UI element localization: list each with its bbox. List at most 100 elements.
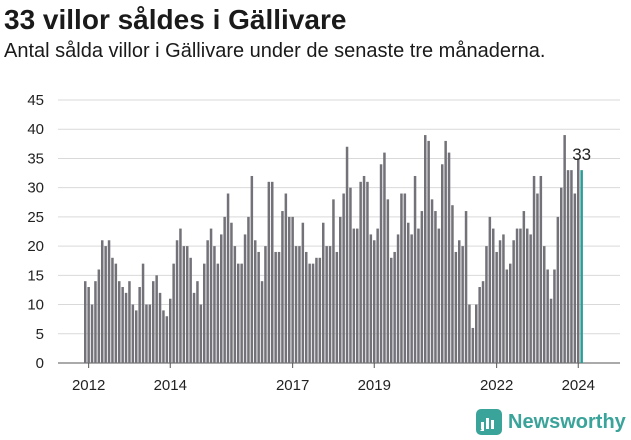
- bar: [162, 310, 165, 363]
- y-tick-label: 40: [27, 121, 44, 138]
- bar: [145, 304, 148, 363]
- bar: [308, 263, 311, 363]
- bar: [373, 240, 376, 363]
- bar: [563, 135, 566, 363]
- bar: [430, 199, 434, 363]
- bar: [573, 193, 577, 363]
- bar: [512, 240, 515, 363]
- bar: [94, 281, 97, 363]
- bar: [441, 164, 444, 363]
- bar: [570, 170, 573, 363]
- bar: [488, 216, 492, 363]
- bar: [199, 304, 203, 363]
- bar: [121, 287, 124, 363]
- bar: [464, 211, 468, 363]
- bar: [155, 275, 158, 363]
- bar: [257, 251, 260, 363]
- bar: [135, 310, 138, 363]
- bar: [339, 216, 342, 363]
- bar: [437, 228, 441, 363]
- bar: [529, 234, 532, 363]
- y-tick-label: 20: [27, 238, 44, 255]
- bar: [206, 240, 209, 363]
- bar: [186, 246, 189, 363]
- bar: [549, 298, 553, 363]
- last-value-label: 33: [572, 145, 591, 164]
- bar: [267, 181, 271, 363]
- bar: [87, 287, 90, 363]
- bar: [522, 211, 526, 363]
- bar: [509, 263, 512, 363]
- bar: [505, 269, 509, 363]
- y-tick-label: 45: [27, 92, 44, 109]
- bar: [349, 187, 352, 363]
- bar: [254, 240, 257, 363]
- bar: [553, 269, 556, 363]
- x-tick-label: 2019: [358, 377, 391, 394]
- bar: [84, 281, 87, 363]
- chart-title: 33 villor såldes i Gällivare: [4, 4, 347, 35]
- newsworthy-logo-text: Newsworthy: [508, 410, 626, 433]
- y-tick-label: 10: [27, 297, 44, 314]
- bar: [318, 257, 322, 363]
- bar: [311, 263, 315, 363]
- bar: [175, 240, 179, 363]
- bar: [502, 234, 505, 363]
- bar: [131, 304, 135, 363]
- bar: [97, 269, 101, 363]
- bar: [226, 193, 230, 363]
- bar: [458, 240, 461, 363]
- bar: [386, 199, 390, 363]
- bar: [128, 281, 131, 363]
- bar: [111, 257, 114, 363]
- bar: [152, 281, 155, 363]
- bar: [376, 228, 379, 363]
- bar: [243, 234, 247, 363]
- x-tick-label: 2017: [276, 377, 309, 394]
- bar: [335, 251, 339, 363]
- bar: [315, 257, 318, 363]
- bar: [468, 304, 471, 363]
- bar: [447, 152, 451, 363]
- bar: [148, 304, 152, 363]
- bar: [424, 135, 427, 363]
- bar: [203, 263, 206, 363]
- bar: [461, 246, 464, 363]
- bar: [165, 316, 169, 363]
- bar: [325, 246, 328, 363]
- bar: [383, 152, 386, 363]
- bar: [546, 269, 549, 363]
- y-tick-label: 5: [36, 326, 44, 343]
- bar: [577, 158, 580, 363]
- bar: [403, 193, 407, 363]
- bar: [233, 246, 237, 363]
- bar: [369, 234, 373, 363]
- bar: [264, 246, 267, 363]
- bar: [400, 193, 403, 363]
- bar: [495, 251, 498, 363]
- y-tick-label: 35: [27, 150, 44, 167]
- bar: [118, 281, 121, 363]
- bar: [104, 246, 107, 363]
- bar: [396, 234, 400, 363]
- bar: [196, 281, 199, 363]
- bar: [362, 175, 366, 363]
- bar: [566, 170, 570, 363]
- bar: [485, 246, 488, 363]
- bar: [141, 263, 145, 363]
- bar: [454, 251, 458, 363]
- bar: [345, 146, 349, 363]
- newsworthy-logo: Newsworthy: [476, 407, 626, 437]
- bar: [192, 292, 196, 363]
- bar: [250, 175, 254, 363]
- bar: [560, 187, 563, 363]
- bar-highlight: [580, 170, 583, 363]
- y-tick-label: 0: [36, 355, 44, 372]
- bar: [342, 193, 345, 363]
- x-tick-label: 2012: [72, 377, 105, 394]
- bar: [294, 246, 298, 363]
- bar: [471, 327, 475, 363]
- bar: [260, 281, 264, 363]
- bar: [284, 193, 288, 363]
- bar: [332, 199, 335, 363]
